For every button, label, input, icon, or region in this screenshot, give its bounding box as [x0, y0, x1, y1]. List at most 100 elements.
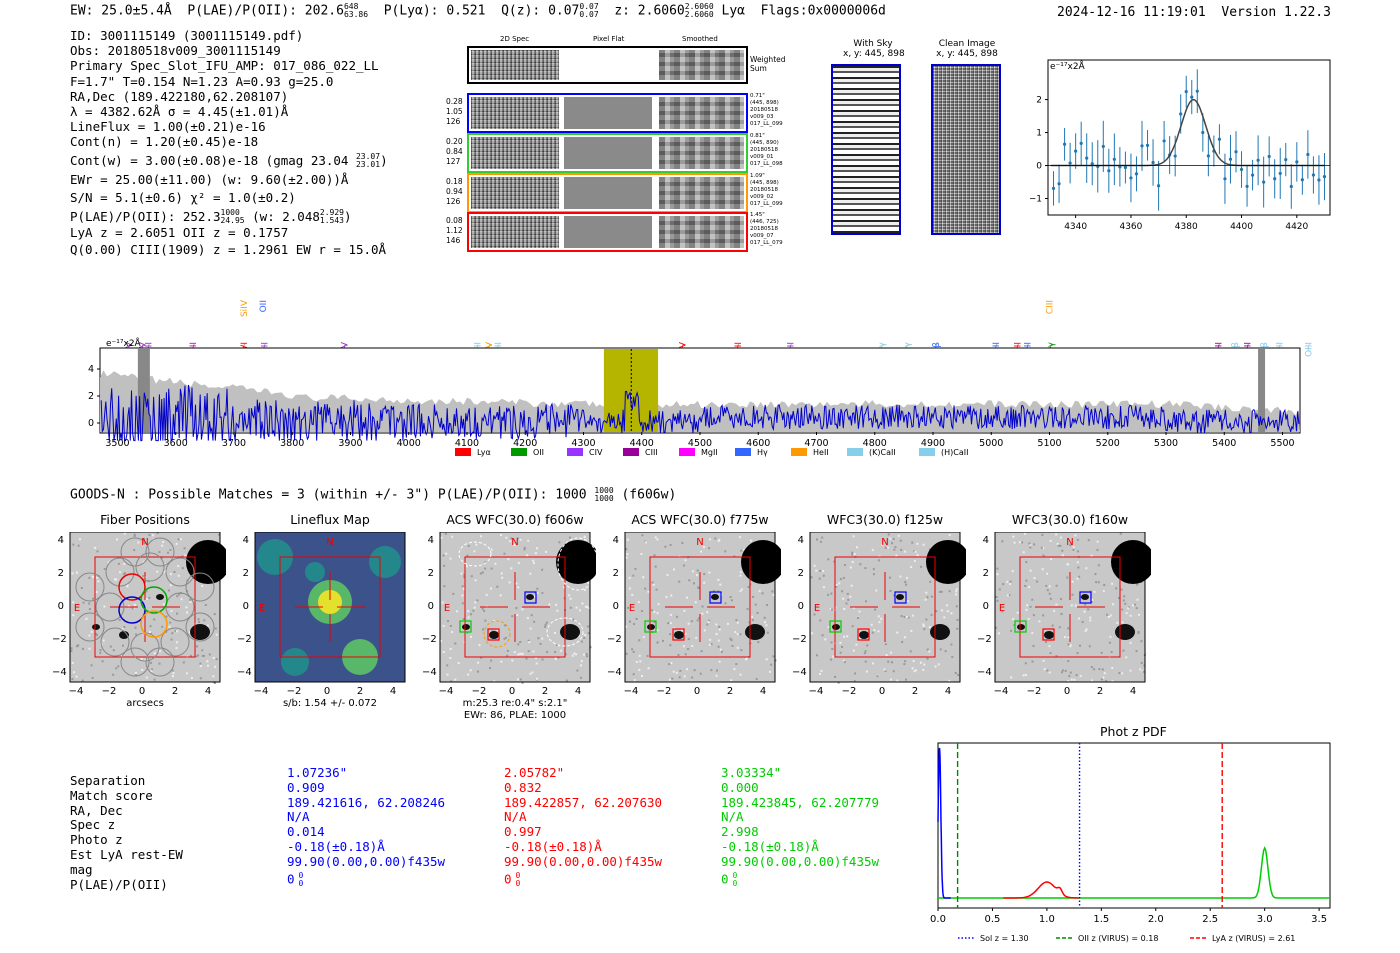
- panel-y-tick-label: −2: [422, 634, 437, 645]
- panel-y-tick-label: −2: [977, 634, 992, 645]
- noise-pixel: [698, 617, 701, 620]
- pdf-x-tick-label: 2.0: [1148, 914, 1164, 925]
- noise-pixel: [530, 614, 533, 617]
- noise-pixel: [493, 680, 496, 683]
- noise-pixel: [500, 572, 503, 575]
- noise-pixel: [145, 598, 148, 601]
- zoom-point: [1079, 141, 1083, 145]
- noise-pixel: [490, 548, 493, 551]
- pdf-curve-green: [938, 846, 1330, 899]
- noise-pixel: [170, 638, 173, 641]
- full-x-tick-label: 4200: [513, 438, 537, 449]
- zoom-point: [1223, 177, 1227, 181]
- noise-pixel: [473, 606, 476, 609]
- noise-pixel: [1010, 629, 1013, 632]
- panel-y-tick-label: 4: [797, 535, 804, 546]
- noise-pixel: [736, 646, 739, 649]
- panel-x-tick-label: −2: [286, 686, 302, 697]
- panel-y-tick-label: −4: [607, 667, 622, 678]
- panel-image: NE: [624, 532, 781, 683]
- noise-pixel: [838, 582, 841, 585]
- noise-pixel: [1059, 544, 1062, 547]
- full-x-tick-label: 4900: [921, 438, 945, 449]
- noise-pixel: [891, 542, 894, 545]
- noise-pixel: [673, 568, 676, 571]
- noise-pixel: [467, 673, 470, 676]
- header-line: Lyα: [721, 3, 745, 19]
- zoom-point: [1256, 158, 1260, 162]
- aperture-box: [649, 556, 751, 658]
- noise-pixel: [770, 663, 773, 666]
- full-spectrum-plot: NV{CIV{SiII{CII{SiIVOVI{OIIHeII{SiIV{OII…: [88, 299, 1315, 457]
- panel-y-tick-label: 4: [242, 535, 249, 546]
- noise-pixel: [169, 621, 172, 624]
- noise-pixel: [569, 536, 572, 539]
- source-circle: [483, 620, 511, 648]
- noise-pixel: [726, 622, 729, 625]
- noise-pixel: [1001, 610, 1004, 613]
- panel-title: Fiber Positions: [100, 512, 190, 527]
- zoom-point: [1162, 139, 1166, 143]
- noise-pixel: [1125, 612, 1128, 615]
- noise-pixel: [490, 587, 493, 590]
- row-left-value: 1.12: [446, 226, 463, 235]
- galaxy-source: [674, 631, 684, 639]
- fiber-circle: [185, 572, 215, 602]
- bright-source: [926, 540, 966, 584]
- info-plae-w-lo: 1.543: [319, 216, 344, 226]
- row-left-value: 0.08: [446, 216, 463, 225]
- noise-pixel: [925, 618, 928, 621]
- noise-pixel: [904, 660, 907, 663]
- pdf-x-tick-label: 0.5: [984, 914, 1000, 925]
- match-row-label: Spec z: [70, 817, 116, 833]
- noise-pixel: [510, 567, 513, 570]
- noise-pixel: [635, 617, 638, 620]
- noise-pixel: [500, 660, 503, 663]
- full-x-tick-label: 4700: [804, 438, 828, 449]
- noise-pixel: [707, 620, 710, 623]
- zoom-point: [1068, 161, 1072, 165]
- noise-pixel: [586, 605, 589, 608]
- noise-pixel: [683, 609, 686, 612]
- galaxy-source: [156, 594, 164, 600]
- noise-pixel: [133, 533, 136, 536]
- noise-pixel: [123, 562, 126, 565]
- noise-pixel: [709, 638, 712, 641]
- noise-pixel: [948, 679, 951, 682]
- noise-pixel: [956, 618, 959, 621]
- noise-pixel: [503, 552, 506, 555]
- noise-pixel: [830, 608, 833, 611]
- noise-pixel: [1070, 604, 1073, 607]
- noise-pixel: [142, 560, 145, 563]
- noise-pixel: [541, 568, 544, 571]
- full-y-tick-label: 0: [88, 418, 94, 429]
- noise-pixel: [729, 595, 732, 598]
- noise-pixel: [206, 660, 209, 663]
- header-z-hi: 2.6060: [684, 2, 714, 11]
- noise-pixel: [864, 650, 867, 653]
- noise-pixel: [699, 672, 702, 675]
- noise-pixel: [467, 544, 470, 547]
- noise-pixel: [703, 629, 706, 632]
- noise-pixel: [1031, 598, 1034, 601]
- noise-pixel: [525, 657, 528, 660]
- noise-pixel: [517, 678, 520, 681]
- noise-pixel: [846, 592, 849, 595]
- match-plae-lo: 0: [298, 878, 304, 888]
- noise-pixel: [91, 597, 94, 600]
- match-column: 2.05782" 0.832 189.422857, 62.207630 N/A 0.9…: [504, 765, 662, 888]
- noise-pixel: [1025, 560, 1028, 563]
- noise-pixel: [536, 547, 539, 550]
- noise-pixel: [121, 627, 124, 630]
- noise-pixel: [653, 610, 656, 613]
- noise-pixel: [509, 540, 512, 543]
- noise-pixel: [72, 601, 75, 604]
- noise-pixel: [1027, 617, 1030, 620]
- line-legend: Lyα OII CIV CIII MgII Hγ HeII (K)CaII (H)CaII: [455, 448, 968, 457]
- noise-pixel: [88, 576, 91, 579]
- noise-pixel: [911, 667, 914, 670]
- noise-pixel: [832, 655, 835, 658]
- match-score: 0.909: [287, 779, 325, 795]
- match-radec: 189.423845, 62.207779: [721, 794, 880, 810]
- noise-pixel: [1038, 620, 1041, 623]
